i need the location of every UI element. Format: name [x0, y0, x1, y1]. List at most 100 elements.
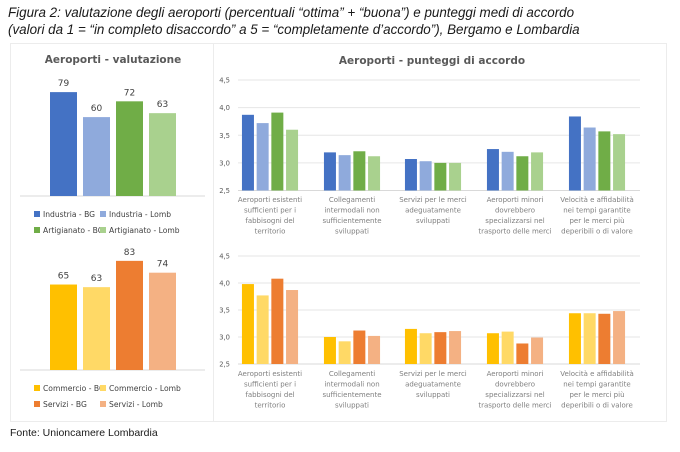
bar-servizi-lomb: [449, 331, 462, 364]
chart-valutazione-bottom: 65 63 83 74 Commercio - BG Commercio - Lomb Se…: [20, 248, 205, 409]
x-tick-label-line: sufficientemente: [322, 391, 381, 399]
bar-industria-lomb: [583, 127, 596, 191]
bar-commercio-bg: [241, 284, 254, 364]
x-tick-label-line: sufficienti per i: [244, 381, 296, 389]
chart-punteggi-top: Aeroporti - punteggi di accordo 2,5 3,0 3,…: [219, 55, 640, 236]
source-note: Fonte: Unioncamere Lombardia: [10, 427, 158, 439]
x-tick-label-line: sviluppati: [335, 402, 369, 410]
bar-commercio-lomb: [256, 295, 269, 364]
x-tick-label-line: deperibili o di valore: [561, 228, 633, 236]
data-label: 63: [157, 100, 168, 110]
x-tick-label-line: fabbisogni del: [245, 217, 294, 225]
bar-industria-lomb: [338, 155, 351, 191]
bar-commercio-bg: [323, 337, 336, 364]
bar-artigianato-bg: [598, 131, 611, 191]
x-tick-label-line: per le merci più: [569, 217, 624, 225]
bar-servizi-lomb: [613, 311, 626, 364]
x-tick-label-line: Servizi per le merci: [399, 196, 467, 204]
legend-entry: Artigianato - BG: [43, 226, 104, 235]
bar-artigianato-bg: [434, 162, 447, 191]
x-tick-label-line: specializzarsi nel: [485, 217, 544, 225]
bar-industria-bg: [323, 152, 336, 191]
legend-entry: Industria - Lomb: [109, 210, 171, 219]
figure-title: Figura 2: valutazione degli aeroporti (p…: [8, 4, 678, 38]
bar-servizi-bg: [434, 332, 447, 364]
x-tick-label-line: adeguatamente: [405, 381, 461, 389]
x-tick-label-line: sviluppati: [416, 391, 450, 399]
x-tick-label-line: trasporto delle merci: [478, 402, 551, 410]
data-label: 74: [157, 260, 169, 270]
x-tick-label: Aeroporti esistenti sufficienti per i fabb…: [238, 370, 302, 410]
x-tick-label-line: Aeroporti esistenti: [238, 370, 302, 378]
x-tick-label-line: Servizi per le merci: [399, 370, 467, 378]
bar-artigianato-bg: [116, 101, 143, 196]
bar-artigianato-lomb: [613, 134, 626, 191]
bar-industria-lomb: [419, 161, 432, 191]
bar-artigianato-lomb: [149, 113, 176, 196]
x-tick-label-line: Velocità e affidabilità: [560, 370, 633, 378]
bar-commercio-lomb: [419, 333, 432, 364]
bar-servizi-bg: [598, 313, 611, 364]
legend-swatch: [100, 385, 106, 391]
bar-servizi-bg: [353, 330, 366, 364]
legend-entry: Commercio - BG: [43, 384, 105, 393]
y-tick-label: 3,0: [219, 159, 230, 167]
bar-artigianato-bg: [353, 151, 366, 191]
bar-servizi-lomb: [286, 290, 299, 364]
x-tick-label-line: dovrebbero: [495, 381, 535, 389]
x-tick-label-line: Collegamenti: [329, 196, 375, 204]
data-label: 60: [91, 104, 103, 114]
bar-industria-bg: [568, 116, 581, 191]
legend-swatch: [34, 211, 40, 217]
figure-title-line-2: (valori da 1 = “in completo disaccordo” …: [8, 22, 580, 37]
bar-artigianato-lomb: [368, 156, 381, 191]
legend-swatch: [100, 211, 106, 217]
y-tick-label: 4,0: [219, 104, 230, 112]
y-tick-label: 2,5: [219, 187, 230, 195]
x-tick-label-line: Aeroporti minori: [487, 196, 544, 204]
bar-servizi-lomb: [149, 272, 176, 370]
x-tick-label-line: territorio: [255, 402, 286, 410]
legend-swatch: [34, 385, 40, 391]
x-tick-label-line: nei tempi garantite: [563, 381, 630, 389]
x-tick-label-line: Velocità e affidabilità: [560, 196, 633, 204]
data-label: 79: [58, 79, 70, 89]
x-tick-label: Aeroporti minori dovrebbero specializzarsi…: [478, 196, 551, 236]
bar-artigianato-lomb: [531, 152, 544, 191]
bar-industria-lomb: [83, 117, 110, 196]
bar-servizi-bg: [516, 343, 529, 364]
bar-servizi-lomb: [531, 337, 544, 364]
x-tick-label-line: nei tempi garantite: [563, 207, 630, 215]
legend-swatch: [100, 401, 106, 407]
bar-servizi-bg: [116, 260, 143, 370]
x-tick-label-line: sviluppati: [416, 217, 450, 225]
x-tick-label: Aeroporti minori dovrebbero specializzarsi…: [478, 370, 551, 410]
data-label: 72: [124, 88, 135, 98]
x-tick-label-line: sviluppati: [335, 228, 369, 236]
y-tick-label: 3,5: [219, 132, 230, 140]
left-panel: [10, 43, 215, 422]
x-tick-label-line: adeguatamente: [405, 207, 461, 215]
x-tick-label-line: intermodali non: [324, 207, 379, 215]
bar-artigianato-lomb: [286, 129, 299, 191]
bar-industria-bg: [486, 149, 499, 191]
bar-commercio-bg: [568, 313, 581, 364]
x-tick-label-line: per le merci più: [569, 391, 624, 399]
bar-artigianato-lomb: [449, 162, 462, 191]
chart-punteggi-bottom: 2,5 3,0 3,5 4,0 4,5 Aeroporti esistenti suffic…: [219, 253, 640, 410]
y-tick-label: 4,5: [219, 253, 230, 261]
chart-title: Aeroporti - punteggi di accordo: [339, 55, 525, 67]
x-tick-label: Collegamenti intermodali non sufficienteme…: [322, 370, 381, 410]
x-tick-label: Velocità e affidabilità nei tempi garanti…: [560, 196, 633, 236]
bar-commercio-lomb: [583, 313, 596, 364]
y-tick-label: 4,0: [219, 280, 230, 288]
x-tick-label-line: Collegamenti: [329, 370, 375, 378]
bar-servizi-bg: [271, 278, 284, 364]
x-tick-label: Servizi per le merci adeguatamente svilupp…: [399, 370, 467, 399]
data-label: 63: [91, 274, 102, 284]
legend-entry: Servizi - Lomb: [109, 400, 163, 409]
bar-artigianato-bg: [516, 156, 529, 191]
x-tick-label-line: fabbisogni del: [245, 391, 294, 399]
x-tick-label: Velocità e affidabilità nei tempi garanti…: [560, 370, 633, 410]
